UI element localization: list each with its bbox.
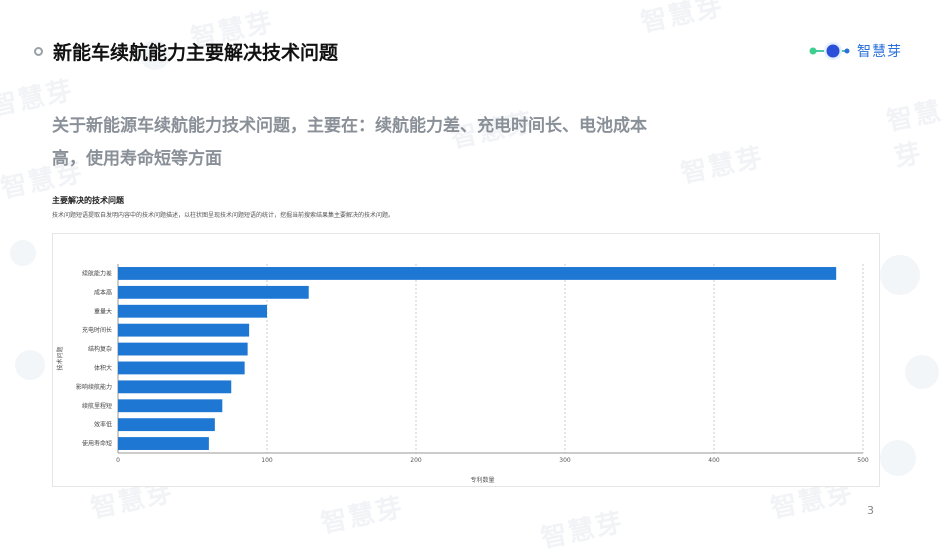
watermark-dot [10,240,36,266]
watermark: 智慧芽 [638,0,727,39]
category-label: 充电时间长 [82,326,112,334]
bar [118,285,309,299]
category-label: 续航能力差 [82,269,112,277]
chart-panel: 0 100 200 300 400 500 续航能力差成本高重量大充电时间长结构复杂体积大影… [52,233,880,487]
category-label: 续航里程短 [82,402,112,410]
brand-logo: 智慧芽 [807,40,902,62]
bar [118,380,232,394]
watermark: 智慧芽 [318,492,407,540]
page-number: 3 [867,504,874,517]
circle-bullet-icon [34,47,43,56]
bar [118,323,250,337]
category-label: 成本高 [94,288,112,296]
watermark-dot [140,40,170,70]
category-label: 效率低 [94,421,112,429]
logo-icon [809,42,850,60]
title-bar: 新能车续航能力主要解决技术问题 [34,38,338,65]
y-axis-title: 技术问题 [56,346,64,370]
x-tick-label: 500 [857,457,869,464]
bar [118,399,223,413]
category-label: 结构复杂 [88,345,112,353]
x-tick-label: 300 [559,457,571,464]
bar [118,361,245,375]
bar [118,437,209,450]
bar [118,418,215,432]
subtitle: 关于新能源车续航能力技术问题，主要在：续航能力差、充电时间长、电池成本高，使用寿… [52,116,647,169]
logo-text: 智慧芽 [857,44,902,60]
bar [118,267,837,280]
page-title: 新能车续航能力主要解决技术问题 [53,42,339,64]
category-label: 影响续航能力 [76,383,112,391]
bar [118,342,248,356]
x-tick-label: 100 [261,457,273,464]
watermark-dot [880,255,920,295]
x-tick-label: 200 [410,457,422,464]
bar-chart: 0 100 200 300 400 500 续航能力差成本高重量大充电时间长结构复杂体积大影… [56,264,869,484]
category-label: 使用寿命短 [82,440,112,448]
x-tick-label: 0 [116,457,120,464]
watermark: 智慧芽 [884,96,946,174]
bar [118,304,267,318]
watermark: 智慧芽 [678,142,767,190]
x-tick-label: 400 [708,457,720,464]
watermark-dot [15,350,45,380]
panel-description: 技术问题短语提取自发明内容中的技术问题描述，以柱状图呈现技术问题短语的统计，挖掘… [52,212,395,219]
x-axis-title: 专利数量 [470,476,494,484]
category-label: 重量大 [94,307,112,315]
panel-title: 主要解决的技术问题 [52,196,124,205]
watermark: 智慧芽 [538,507,627,555]
category-label: 体积大 [94,364,112,372]
watermark-dot [905,355,939,389]
watermark-dot [880,440,916,476]
